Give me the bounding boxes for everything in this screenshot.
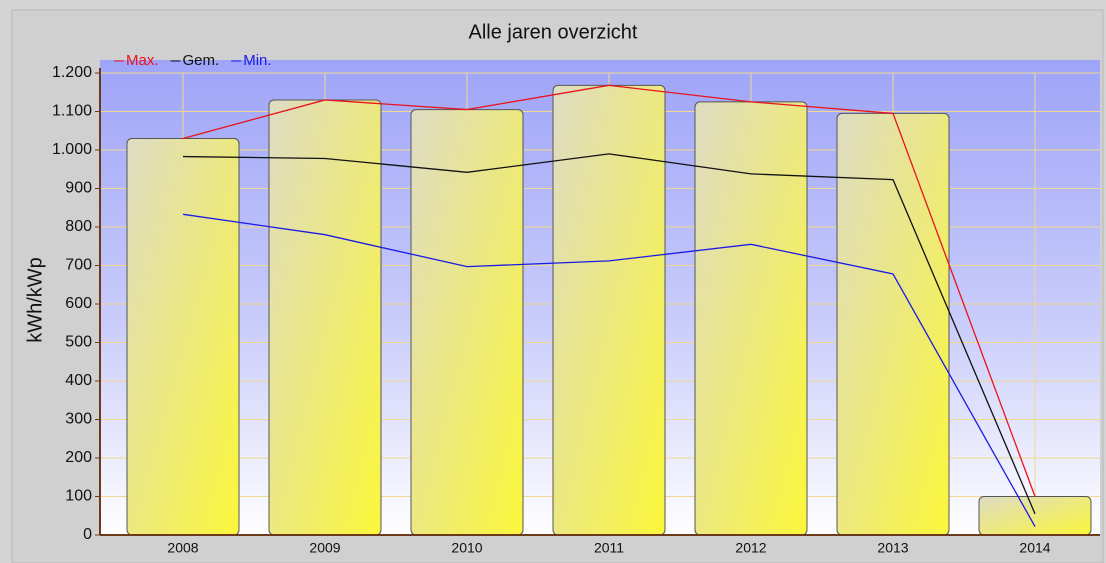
bar <box>410 109 524 536</box>
line <box>182 84 1036 497</box>
x-tick-label: 2011 <box>594 540 624 556</box>
x-tick-label: 2008 <box>167 540 198 556</box>
bar <box>694 101 808 536</box>
legend-label: Min. <box>243 52 271 69</box>
bar <box>126 137 240 536</box>
y-tick-label: 100 <box>65 488 92 505</box>
legend-label: Gem. <box>183 52 220 69</box>
line <box>182 153 1036 515</box>
x-tick-label: 2009 <box>309 540 340 556</box>
y-tick-label: 1.000 <box>52 141 92 158</box>
x-tick-label: 2012 <box>735 540 766 556</box>
y-tick-label: 300 <box>65 411 92 428</box>
bar <box>552 84 666 536</box>
y-tick-label: 1.100 <box>52 103 92 120</box>
y-tick-label: 700 <box>65 257 92 274</box>
axes: 0 100 200 300 400 500 600 700 800 900 1.000 1.100 1.… <box>52 52 1100 556</box>
y-tick-label: 1.200 <box>52 64 92 81</box>
y-tick-label: 500 <box>65 334 92 351</box>
bar <box>836 112 950 536</box>
y-tick-label: 800 <box>65 218 92 235</box>
y-tick-label: 0 <box>83 526 92 543</box>
legend-label: Max. <box>126 52 159 69</box>
y-tick-label: 900 <box>65 180 92 197</box>
line <box>182 213 1036 527</box>
bar <box>268 99 382 536</box>
x-tick-label: 2014 <box>1019 540 1050 556</box>
x-tick-label: 2013 <box>877 540 908 556</box>
bar <box>978 496 1092 536</box>
y-tick-label: 200 <box>65 449 92 466</box>
marks <box>126 84 1092 536</box>
y-tick-label: 600 <box>65 295 92 312</box>
chart-title: Alle jaren overzicht <box>469 21 638 43</box>
y-axis-label: kWh/kWp <box>24 257 46 343</box>
y-tick-label: 400 <box>65 372 92 389</box>
x-tick-label: 2010 <box>451 540 482 556</box>
